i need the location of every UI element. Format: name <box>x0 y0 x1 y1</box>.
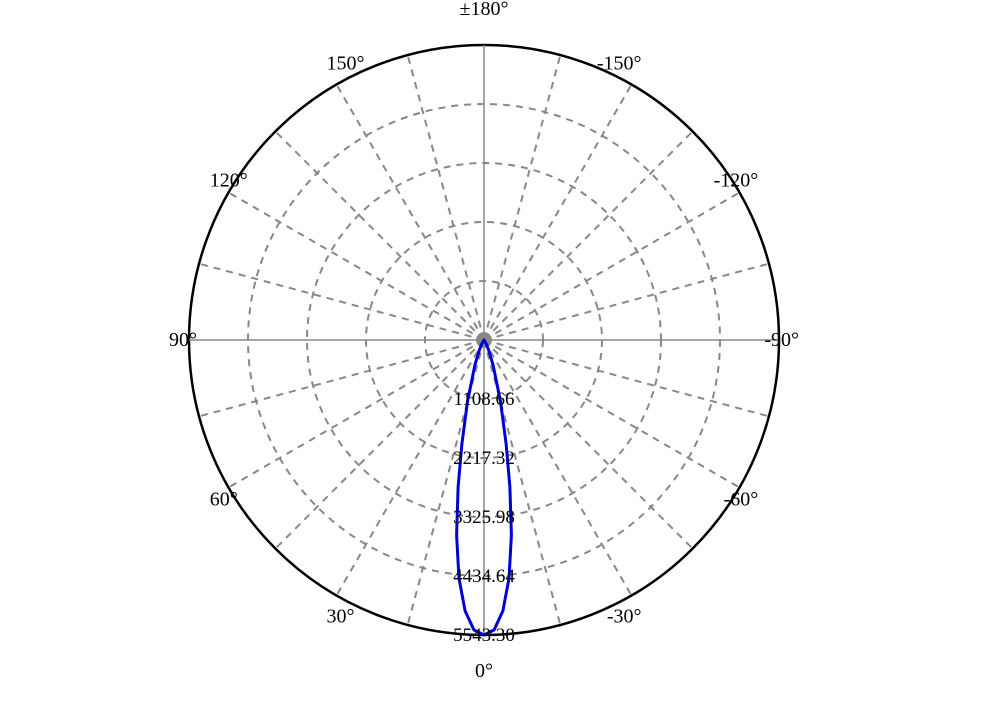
angle-label: -120° <box>714 170 759 192</box>
grid-spoke <box>484 131 693 340</box>
radial-label: 1108.66 <box>453 389 514 410</box>
angle-label: ±180° <box>460 0 509 20</box>
grid-spoke <box>484 55 560 340</box>
grid-spoke <box>484 340 739 488</box>
radial-label: 2217.32 <box>453 448 515 469</box>
grid-spoke <box>484 85 632 340</box>
angle-label: -30° <box>607 605 642 627</box>
grid-spoke <box>337 85 485 340</box>
polar-chart: 1108.66 2217.32 3325.98 4434.64 5543.30 0° 30… <box>0 0 1004 705</box>
grid-spoke <box>229 340 484 488</box>
grid-spoke <box>484 340 693 549</box>
angle-label: 0° <box>475 660 493 682</box>
radial-label: 4434.64 <box>453 566 515 587</box>
angle-label: 90° <box>169 329 197 351</box>
angle-label: 150° <box>327 53 365 75</box>
grid-spoke <box>484 193 739 341</box>
angle-label: -90° <box>764 329 799 351</box>
radial-label: 5543.30 <box>453 625 515 646</box>
grid-spoke <box>275 131 484 340</box>
grid-spoke <box>484 340 769 416</box>
angle-label: -60° <box>724 489 759 511</box>
angle-label: 120° <box>210 170 248 192</box>
angle-label: 60° <box>210 489 238 511</box>
grid-spoke <box>484 264 769 340</box>
radial-label: 3325.98 <box>453 507 515 528</box>
grid-spoke <box>229 193 484 341</box>
angle-label: -150° <box>597 53 642 75</box>
grid-spoke <box>199 340 484 416</box>
grid-spoke <box>408 55 484 340</box>
angle-label: 30° <box>327 605 355 627</box>
grid-spoke <box>199 264 484 340</box>
